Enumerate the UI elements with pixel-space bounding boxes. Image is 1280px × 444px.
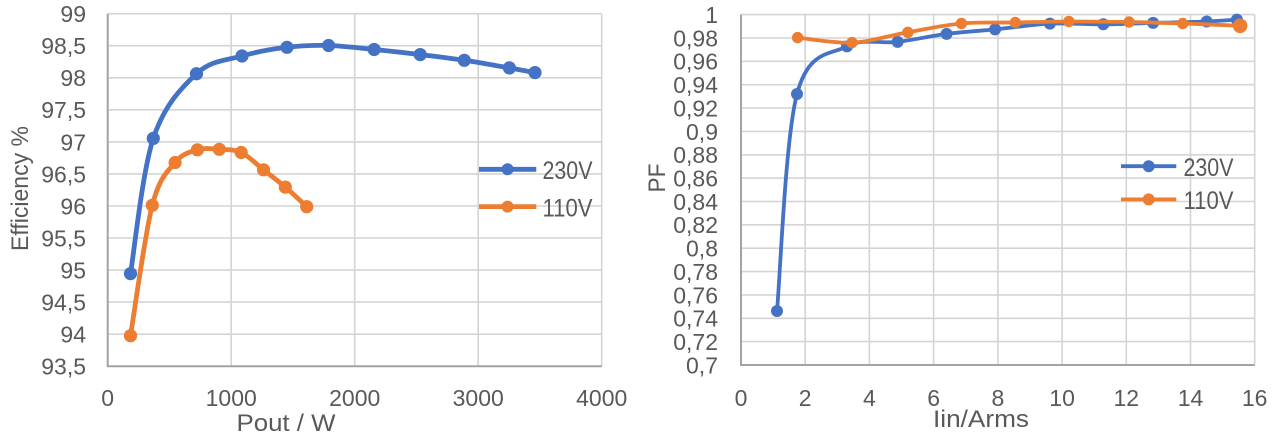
svg-text:1000: 1000 — [206, 385, 257, 411]
svg-text:0,72: 0,72 — [673, 329, 718, 355]
svg-text:0,86: 0,86 — [673, 166, 718, 192]
svg-text:0: 0 — [735, 385, 748, 411]
svg-text:0,92: 0,92 — [673, 95, 718, 121]
svg-text:4000: 4000 — [576, 385, 627, 411]
svg-text:0,98: 0,98 — [673, 25, 718, 51]
svg-text:99: 99 — [60, 1, 86, 27]
svg-text:97: 97 — [60, 129, 86, 155]
svg-text:0,9: 0,9 — [686, 119, 718, 145]
svg-text:98: 98 — [60, 65, 86, 91]
svg-text:0,78: 0,78 — [673, 259, 718, 285]
svg-text:0,84: 0,84 — [673, 189, 718, 215]
svg-text:0,74: 0,74 — [673, 306, 718, 332]
svg-text:0,7: 0,7 — [686, 352, 718, 378]
svg-text:Iin/Arms: Iin/Arms — [933, 406, 1029, 433]
svg-text:3000: 3000 — [453, 385, 504, 411]
svg-text:PF: PF — [644, 164, 671, 193]
svg-text:97,5: 97,5 — [41, 97, 86, 123]
svg-text:96,5: 96,5 — [41, 161, 86, 187]
svg-text:4: 4 — [863, 385, 876, 411]
svg-text:0,94: 0,94 — [673, 72, 718, 98]
svg-text:0,82: 0,82 — [673, 212, 718, 238]
svg-text:0,88: 0,88 — [673, 142, 718, 168]
svg-text:93,5: 93,5 — [41, 354, 86, 380]
svg-text:98,5: 98,5 — [41, 33, 86, 59]
svg-text:10: 10 — [1049, 385, 1075, 411]
svg-text:0: 0 — [101, 385, 114, 411]
svg-text:0,96: 0,96 — [673, 49, 718, 75]
svg-text:95,5: 95,5 — [41, 225, 86, 251]
svg-text:0,8: 0,8 — [686, 236, 718, 262]
svg-text:14: 14 — [1178, 385, 1204, 411]
svg-text:1: 1 — [705, 2, 718, 28]
svg-text:8: 8 — [992, 385, 1005, 411]
svg-text:Pout / W: Pout / W — [237, 410, 336, 437]
svg-text:110V: 110V — [1184, 187, 1234, 215]
svg-text:95: 95 — [60, 258, 86, 284]
svg-text:12: 12 — [1114, 385, 1140, 411]
svg-text:2000: 2000 — [329, 385, 380, 411]
svg-text:230V: 230V — [1184, 154, 1234, 182]
svg-text:94: 94 — [60, 322, 86, 348]
svg-text:110V: 110V — [543, 194, 593, 222]
svg-text:0,76: 0,76 — [673, 282, 718, 308]
svg-text:94,5: 94,5 — [41, 290, 86, 316]
svg-text:Efficiency %: Efficiency % — [7, 126, 34, 251]
svg-text:6: 6 — [927, 385, 940, 411]
svg-text:96: 96 — [60, 193, 86, 219]
svg-text:16: 16 — [1242, 385, 1268, 411]
svg-text:2: 2 — [799, 385, 812, 411]
svg-text:230V: 230V — [543, 157, 593, 185]
